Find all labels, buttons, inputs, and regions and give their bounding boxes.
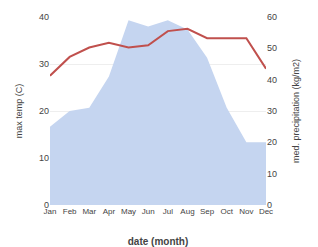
- svg-text:Jun: Jun: [142, 207, 155, 216]
- svg-text:Sep: Sep: [200, 207, 215, 216]
- svg-text:60: 60: [267, 12, 277, 22]
- svg-text:med. precipitation (kg/m2): med. precipitation (kg/m2): [291, 59, 301, 163]
- svg-text:Aug: Aug: [180, 207, 194, 216]
- svg-text:Oct: Oct: [221, 207, 234, 216]
- svg-text:Dec: Dec: [259, 207, 273, 216]
- svg-text:40: 40: [267, 75, 277, 85]
- svg-text:10: 10: [39, 153, 49, 163]
- svg-text:Mar: Mar: [82, 207, 96, 216]
- svg-text:Apr: Apr: [103, 207, 116, 216]
- svg-text:date (month): date (month): [128, 236, 189, 247]
- svg-text:20: 20: [267, 137, 277, 147]
- svg-text:max temp (C): max temp (C): [14, 84, 24, 139]
- svg-text:40: 40: [39, 12, 49, 22]
- svg-text:0: 0: [44, 200, 49, 210]
- svg-text:Jul: Jul: [163, 207, 173, 216]
- svg-text:10: 10: [267, 169, 277, 179]
- svg-text:30: 30: [267, 106, 277, 116]
- svg-text:May: May: [121, 207, 136, 216]
- svg-text:Nov: Nov: [239, 207, 253, 216]
- svg-text:0: 0: [267, 200, 272, 210]
- svg-text:Feb: Feb: [63, 207, 77, 216]
- svg-text:30: 30: [39, 59, 49, 69]
- svg-text:20: 20: [39, 106, 49, 116]
- svg-text:Jan: Jan: [44, 207, 57, 216]
- svg-text:50: 50: [267, 43, 277, 53]
